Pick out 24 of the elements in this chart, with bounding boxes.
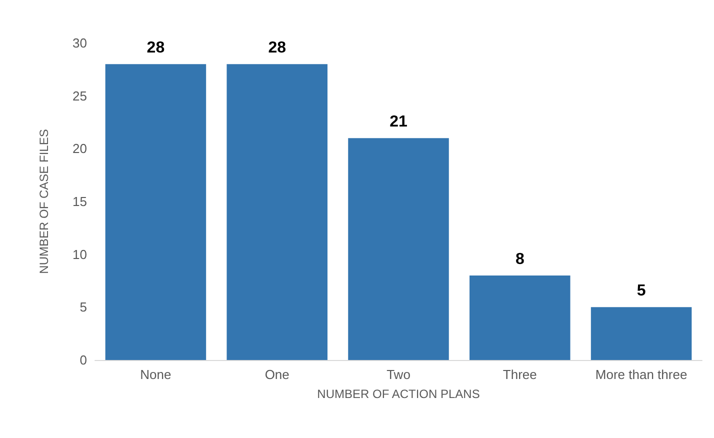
x-tick-label: Two [386, 367, 410, 382]
y-axis-title: NUMBER OF CASE FILES [37, 129, 51, 274]
x-tick-label: One [264, 367, 290, 382]
x-tick-label: Three [502, 367, 537, 382]
y-tick-label: 30 [72, 36, 87, 50]
bar [590, 307, 692, 360]
bar [470, 275, 570, 360]
data-label: 5 [636, 282, 646, 300]
y-tick-label: 0 [80, 352, 87, 368]
x-axis-title: NUMBER OF ACTION PLANS [317, 387, 480, 401]
data-label: 8 [515, 250, 524, 268]
data-label: 28 [268, 40, 286, 57]
y-tick-label: 15 [72, 194, 87, 209]
bar [226, 64, 328, 360]
data-label: 28 [146, 40, 165, 57]
y-tick-label: 5 [80, 300, 87, 315]
y-tick-label: 20 [72, 141, 87, 156]
y-tick-label: 10 [72, 246, 87, 262]
bar [348, 138, 449, 360]
y-tick-label: 25 [72, 88, 87, 104]
bar [105, 64, 206, 360]
x-tick-label: None [140, 367, 172, 382]
data-label: 21 [390, 114, 408, 131]
x-tick-label: More than three [595, 367, 688, 382]
